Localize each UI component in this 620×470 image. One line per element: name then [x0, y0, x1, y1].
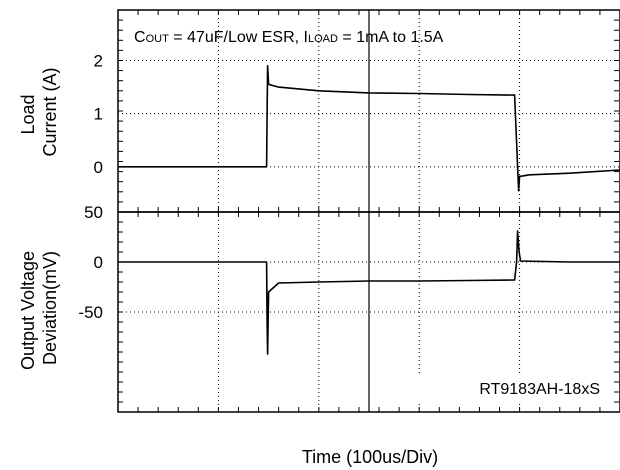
y-tick-label: -50	[78, 303, 103, 322]
trace-point	[265, 261, 268, 263]
trace-point	[418, 280, 420, 282]
annotation-tail: = 1mA to 1.5A	[338, 29, 444, 46]
trace-point	[569, 261, 571, 263]
y-tick-label: 0	[94, 253, 103, 272]
trace-point	[516, 230, 519, 232]
trace-point	[266, 353, 269, 355]
trace-point	[217, 261, 219, 263]
trace-point	[265, 166, 268, 168]
trace-point	[468, 279, 470, 282]
trace-point	[516, 166, 519, 168]
trace-point	[117, 261, 119, 263]
x-axis-label: Time (100us/Div)	[302, 447, 438, 467]
trace-point	[266, 113, 268, 115]
trace-point	[278, 86, 280, 88]
trace-point	[217, 166, 219, 168]
y-tick-label: 0	[94, 158, 103, 177]
trace-point	[418, 92, 420, 95]
y-axis-label-bottom-line2: Deviation(mV)	[40, 251, 60, 365]
trace-point	[515, 261, 518, 263]
trace-point	[519, 175, 521, 177]
annotation-middle: = 47uF/Low ESR, I	[169, 29, 308, 46]
y-tick-label: 50	[84, 203, 103, 222]
annotation-i-subscript: LOAD	[308, 33, 338, 45]
device-watermark: RT9183AH-18xS	[479, 381, 600, 398]
y-tick-label: 1	[94, 105, 103, 124]
trace-point	[368, 92, 370, 94]
trace-point	[569, 172, 571, 174]
trace-point	[318, 90, 320, 92]
annotation-c-subscript: OUT	[146, 33, 170, 45]
y-axis-label-top-line1: Load	[18, 94, 38, 134]
y-tick-label: 2	[94, 52, 103, 71]
trace-point	[117, 166, 119, 168]
trace-point	[266, 65, 269, 67]
trace-point	[266, 321, 268, 323]
watermark-backdrop	[385, 373, 607, 401]
trace-point	[518, 251, 520, 253]
trace-point	[513, 279, 516, 281]
trace-point	[468, 93, 470, 96]
y-axis-label-top-line2: Current (A)	[40, 67, 60, 156]
y-axis-label-bottom: Output Voltage Deviation(mV)	[18, 246, 60, 370]
trace-point	[167, 166, 169, 168]
y-axis-label-top: Load Current (A)	[18, 67, 60, 156]
trace-point	[520, 260, 522, 262]
test-condition-annotation: COUT = 47uF/Low ESR, ILOAD = 1mA to 1.5A	[134, 29, 444, 46]
annotation-c: C	[134, 29, 146, 46]
trace-point	[517, 190, 520, 192]
trace-point	[513, 94, 516, 96]
trace-point	[368, 280, 370, 282]
trace-point	[167, 261, 169, 263]
y-axis-label-bottom-line1: Output Voltage	[18, 251, 38, 370]
trace-point	[268, 83, 270, 86]
trace-point	[318, 281, 320, 283]
trace-point	[278, 282, 280, 284]
trace-point	[268, 291, 270, 293]
output-voltage-panel: 50 0 -50	[78, 203, 620, 413]
trace-point	[529, 174, 531, 176]
